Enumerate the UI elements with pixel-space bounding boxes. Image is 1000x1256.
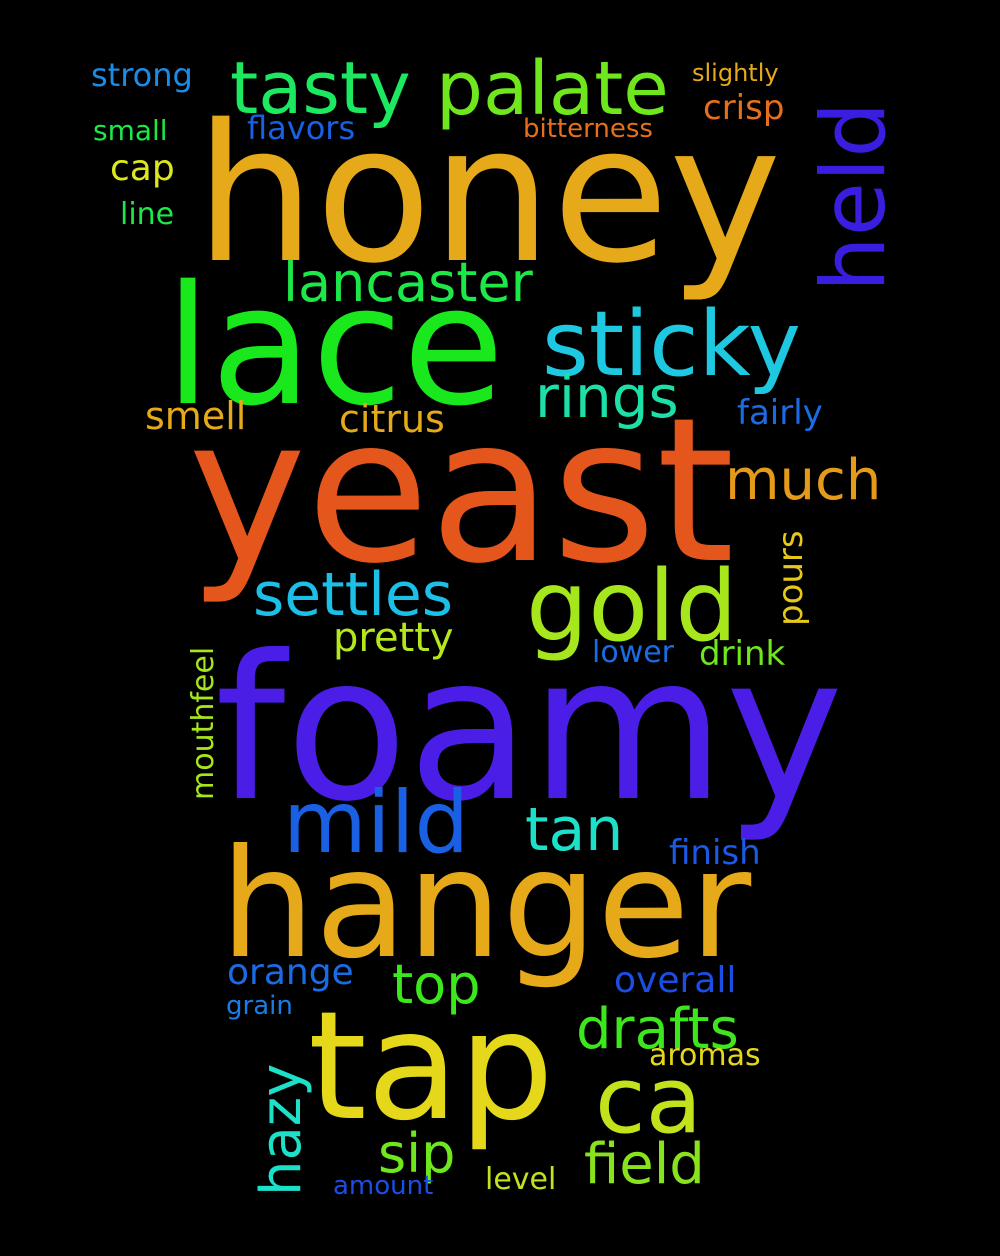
word-drafts: drafts: [576, 997, 739, 1062]
word-gold: gold: [526, 550, 738, 664]
word-smell: smell: [145, 394, 247, 438]
word-small: small: [93, 114, 168, 147]
word-lace: lace: [165, 250, 505, 442]
word-sticky: sticky: [542, 292, 801, 397]
word-strong: strong: [91, 56, 193, 94]
word-much: much: [725, 448, 882, 513]
word-finish: finish: [669, 833, 761, 873]
word-line: line: [120, 197, 175, 232]
word-flavors: flavors: [247, 109, 356, 147]
word-crisp: crisp: [703, 88, 785, 128]
word-slightly: slightly: [692, 59, 779, 87]
word-drink: drink: [699, 634, 786, 674]
word-palate: palate: [436, 46, 669, 132]
word-tap: tap: [308, 980, 554, 1154]
word-ca: ca: [595, 1047, 702, 1154]
word-bitterness: bitterness: [523, 114, 653, 144]
word-pretty: pretty: [333, 615, 454, 661]
word-rings: rings: [535, 363, 679, 431]
word-top: top: [392, 953, 481, 1016]
word-mild: mild: [283, 773, 470, 873]
word-pours: pours: [771, 530, 811, 626]
word-tasty: tasty: [230, 46, 411, 130]
word-hazy: hazy: [249, 1063, 314, 1196]
word-overall: overall: [614, 960, 737, 1001]
word-yeast: yeast: [188, 375, 735, 608]
word-held: held: [802, 101, 905, 292]
word-field: field: [584, 1132, 705, 1197]
word-settles: settles: [253, 560, 454, 630]
word-lancaster: lancaster: [283, 251, 533, 314]
word-aromas: aromas: [649, 1038, 761, 1073]
word-sip: sip: [378, 1122, 456, 1185]
word-orange: orange: [227, 952, 354, 993]
word-foamy: foamy: [215, 613, 844, 846]
word-grain: grain: [226, 991, 293, 1021]
word-mouthfeel: mouthfeel: [186, 646, 221, 800]
word-hanger: hanger: [220, 818, 752, 992]
word-amount: amount: [333, 1171, 434, 1201]
word-fairly: fairly: [737, 393, 823, 433]
word-citrus: citrus: [339, 397, 445, 441]
word-honey: honey: [195, 84, 782, 305]
word-cap: cap: [110, 148, 175, 189]
word-tan: tan: [525, 795, 624, 865]
word-level: level: [485, 1162, 557, 1197]
word-lower: lower: [592, 635, 675, 670]
